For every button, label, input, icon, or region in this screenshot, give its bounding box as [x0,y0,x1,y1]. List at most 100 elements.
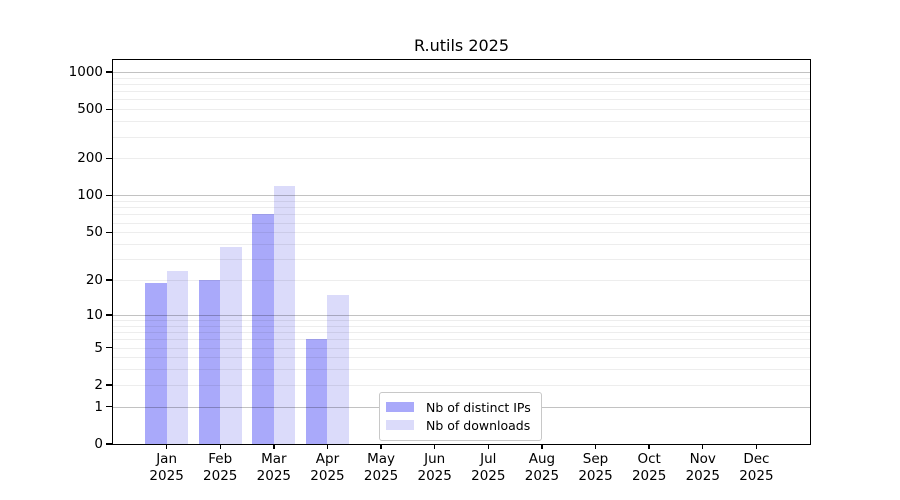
gridline-minor [113,369,810,371]
bar-nb-of-distinct-ips-feb [198,280,221,444]
gridline-minor [113,232,810,234]
year-label: 2025 [685,468,720,484]
y-axis-tick-label: 200 [77,150,103,167]
plot-area [113,60,810,444]
legend-swatch-nb-of-downloads [386,420,414,430]
gridline-minor [113,244,810,245]
month-label: Feb [208,451,233,467]
chart-title: R.utils 2025 [413,36,510,55]
gridline-minor [113,280,810,282]
gridline-minor [113,201,810,203]
y-axis-tick-label: 100 [77,187,103,204]
gridline-minor [113,339,810,341]
x-axis-tick-label: May 2025 [349,451,413,485]
y-tick-mark [106,231,112,233]
y-tick-mark [106,279,112,281]
month-label: Aug [528,451,556,467]
bar-nb-of-downloads-apr [327,294,349,444]
y-tick-mark [106,194,112,197]
gridline-minor [113,91,810,93]
gridline-minor [113,136,810,138]
x-tick-mark [219,444,221,449]
x-axis-tick-label: Oct 2025 [617,451,681,485]
year-label: 2025 [524,468,560,484]
gridline-minor [113,121,810,123]
y-axis-tick-label: 20 [85,272,103,289]
y-tick-mark [106,157,112,160]
legend: Nb of distinct IPs Nb of downloads [379,392,542,441]
year-label: 2025 [471,468,506,484]
year-label: 2025 [363,468,399,484]
gridline-minor [113,384,810,386]
x-tick-mark [541,444,543,449]
bar-nb-of-downloads-mar [273,185,296,444]
month-label: Apr [315,451,340,467]
month-label: Jul [480,451,497,467]
x-tick-mark [165,444,168,449]
y-axis-tick-label: 1 [94,398,103,415]
month-label: Sep [582,451,609,467]
bar-nb-of-distinct-ips-apr [305,339,328,444]
y-tick-mark [106,405,112,408]
x-axis-tick-label: Feb 2025 [188,451,252,485]
y-tick-mark [106,443,112,445]
gridline-major [113,71,810,73]
x-axis-tick-label: Jun 2025 [403,451,467,485]
year-label: 2025 [578,468,613,484]
y-tick-mark [106,71,112,73]
x-axis-tick-label: Mar 2025 [242,451,306,485]
legend-swatch-nb-of-distinct-ips [386,402,414,412]
gridline-minor [113,83,810,85]
x-tick-mark [433,444,436,449]
y-tick-mark [106,384,112,386]
month-label: Jan [156,451,178,467]
year-label: 2025 [203,468,238,484]
bar-nb-of-downloads-feb [220,246,242,444]
gridline-minor [113,325,810,327]
x-axis-tick-label: Dec 2025 [724,451,788,485]
gridline-minor [113,259,810,261]
gridline-minor [113,320,810,321]
x-axis-tick-label: Nov 2025 [671,451,735,485]
x-tick-mark [273,444,275,449]
year-label: 2025 [256,468,292,484]
legend-entry-nb-of-distinct-ips: Nb of distinct IPs [386,399,535,415]
month-label: Dec [743,451,770,467]
gridline-minor [113,357,810,359]
gridline-minor [113,222,810,224]
gridline-minor [113,214,810,216]
month-label: Nov [689,451,716,467]
bar-nb-of-distinct-ips-mar [252,214,274,444]
year-label: 2025 [310,468,345,484]
gridline-major [113,314,810,316]
gridline-major [113,195,810,197]
y-axis-tick-label: 500 [77,101,103,118]
gridline-minor [113,332,810,334]
x-axis-tick-label: Jan 2025 [135,451,199,485]
y-tick-mark [106,314,112,316]
x-tick-mark [755,444,758,449]
year-label: 2025 [417,468,452,484]
y-axis-tick-label: 10 [85,306,103,323]
gridline-minor [113,109,810,111]
year-label: 2025 [739,468,774,484]
month-label: Mar [261,451,287,467]
x-tick-mark [594,444,597,449]
x-axis-tick-label: Jul 2025 [456,451,520,485]
legend-entry-nb-of-downloads: Nb of downloads [386,417,535,433]
bar-nb-of-distinct-ips-jan [145,282,167,444]
x-tick-mark [487,444,489,449]
gridline-minor [113,158,810,160]
legend-label: Nb of distinct IPs [426,399,531,415]
month-label: Jun [424,451,446,467]
gridline-minor [113,99,810,101]
y-tick-mark [106,108,112,110]
gridline-minor [113,207,810,209]
x-tick-mark [648,444,650,449]
gridline-minor [113,347,810,349]
y-axis-tick-label: 5 [94,339,103,356]
month-label: May [367,451,396,467]
y-tick-mark [106,346,112,349]
x-axis-tick-label: Sep 2025 [564,451,628,485]
